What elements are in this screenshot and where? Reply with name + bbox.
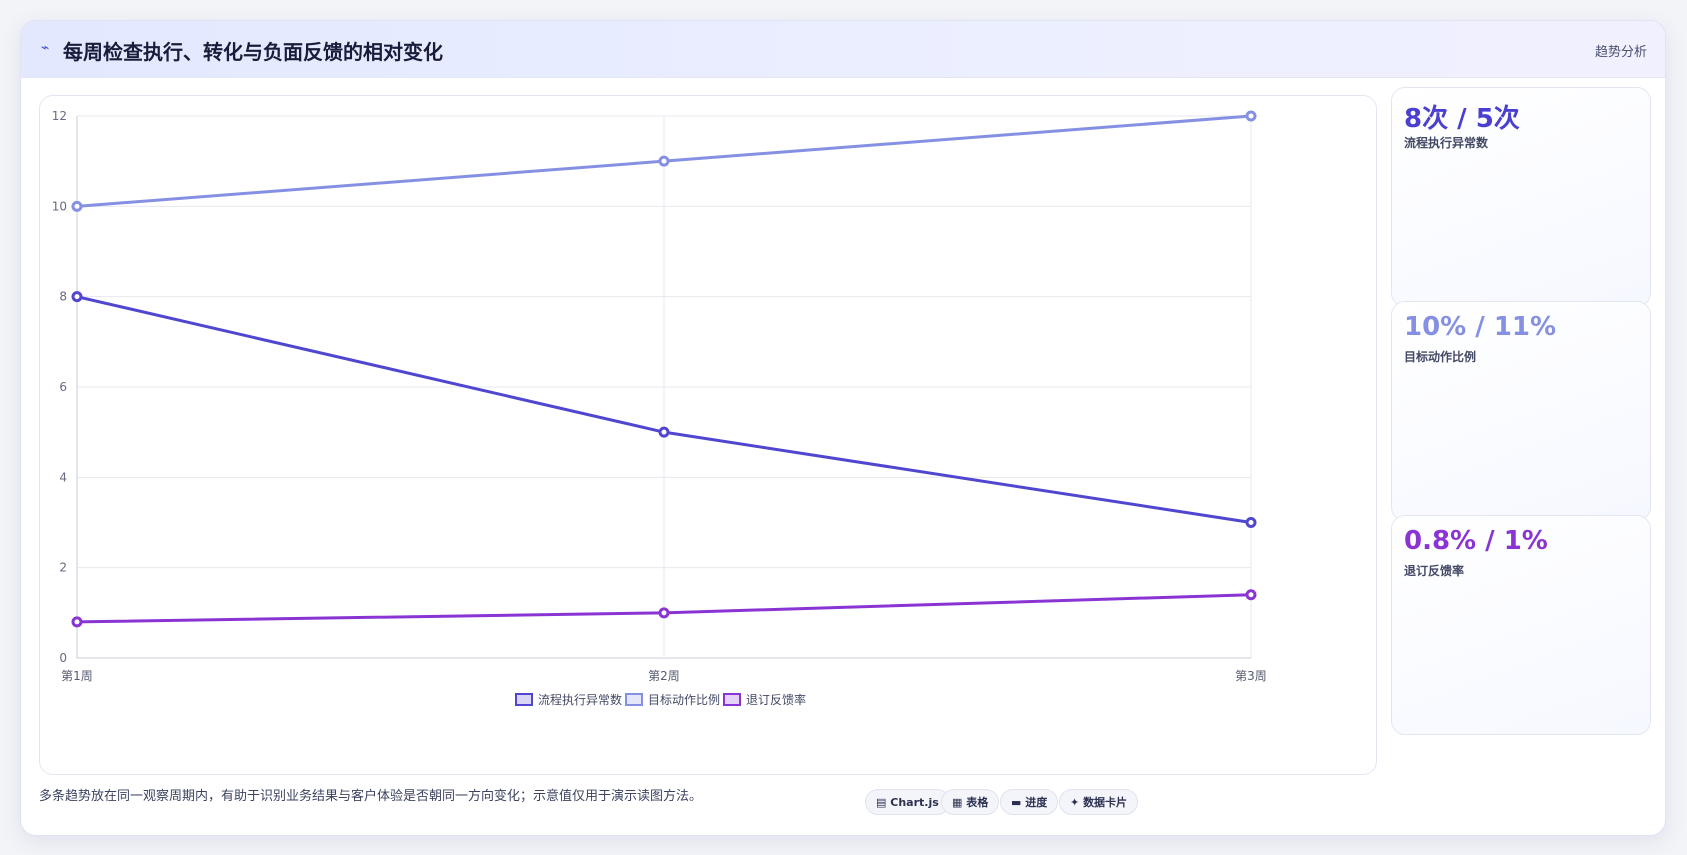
pill-label: Chart.js	[890, 796, 939, 809]
card-header: ⌁ 每周检查执行、转化与负面反馈的相对变化 趋势分析	[21, 21, 1665, 78]
table-pill[interactable]: ▦ 表格	[941, 789, 1000, 815]
data-point	[1245, 110, 1257, 122]
data-point	[658, 426, 670, 438]
progress-icon: ▬	[1011, 796, 1022, 809]
stat-card-1: 8次 / 5次 流程执行异常数	[1391, 87, 1651, 307]
pill-label: 进度	[1025, 796, 1048, 809]
y-tick-label: 2	[59, 561, 67, 575]
stat-card-2: 10% / 11% 目标动作比例	[1391, 301, 1651, 521]
data-point	[1245, 589, 1257, 601]
legend-label: 目标动作比例	[648, 693, 720, 707]
table-icon: ▦	[952, 796, 963, 809]
y-tick-label: 6	[59, 380, 67, 394]
data-card-icon: ✦	[1070, 796, 1080, 809]
dashboard-card: ⌁ 每周检查执行、转化与负面反馈的相对变化 趋势分析 0 2 4 6 8 10 12 第1周 第…	[20, 20, 1666, 836]
data-point	[658, 155, 670, 167]
data-card-pill[interactable]: ✦ 数据卡片	[1059, 789, 1139, 815]
x-tick-label: 第3周	[1235, 669, 1267, 683]
y-tick-label: 12	[52, 109, 67, 123]
legend-swatch	[515, 693, 533, 706]
progress-pill[interactable]: ▬ 进度	[1000, 789, 1059, 815]
data-point	[1245, 517, 1257, 528]
stat-value: 0.8% / 1%	[1404, 526, 1548, 556]
legend-swatch	[723, 693, 741, 706]
pill-label: 表格	[966, 796, 989, 809]
header-tag: 趋势分析	[1594, 45, 1647, 60]
x-tick-label: 第1周	[61, 669, 93, 683]
chart-panel: 0 2 4 6 8 10 12 第1周 第2周 第3周流程执行异常数 目标动作比例 退订反馈率	[39, 95, 1377, 775]
stat-label: 流程执行异常数	[1404, 136, 1489, 150]
stat-card-3: 0.8% / 1% 退订反馈率	[1391, 515, 1651, 735]
pill-label: 数据卡片	[1083, 796, 1128, 809]
stat-label: 目标动作比例	[1404, 350, 1477, 364]
y-tick-label: 8	[59, 290, 67, 304]
page-title: 每周检查执行、转化与负面反馈的相对变化	[63, 40, 443, 64]
stat-value: 8次 / 5次	[1404, 104, 1520, 134]
x-tick-label: 第2周	[648, 669, 680, 683]
legend-label: 流程执行异常数	[538, 692, 622, 707]
data-point	[71, 291, 83, 303]
legend-swatch	[625, 693, 643, 706]
y-tick-label: 4	[59, 470, 67, 484]
y-tick-label: 10	[52, 199, 67, 213]
stat-label: 退订反馈率	[1404, 564, 1465, 578]
legend-label: 退订反馈率	[746, 692, 806, 707]
chart-icon: ▤	[876, 796, 887, 809]
footer-note: 多条趋势放在同一观察周期内，有助于识别业务结果与客户体验是否朝同一方向变化；示意…	[39, 789, 703, 804]
data-point	[71, 200, 83, 212]
trend-icon: ⌁	[41, 40, 50, 56]
data-point	[71, 616, 83, 628]
chartjs-pill[interactable]: ▤ Chart.js	[865, 789, 950, 815]
data-point	[658, 607, 670, 619]
stat-value: 10% / 11%	[1404, 312, 1557, 342]
y-tick-label: 0	[59, 651, 67, 665]
